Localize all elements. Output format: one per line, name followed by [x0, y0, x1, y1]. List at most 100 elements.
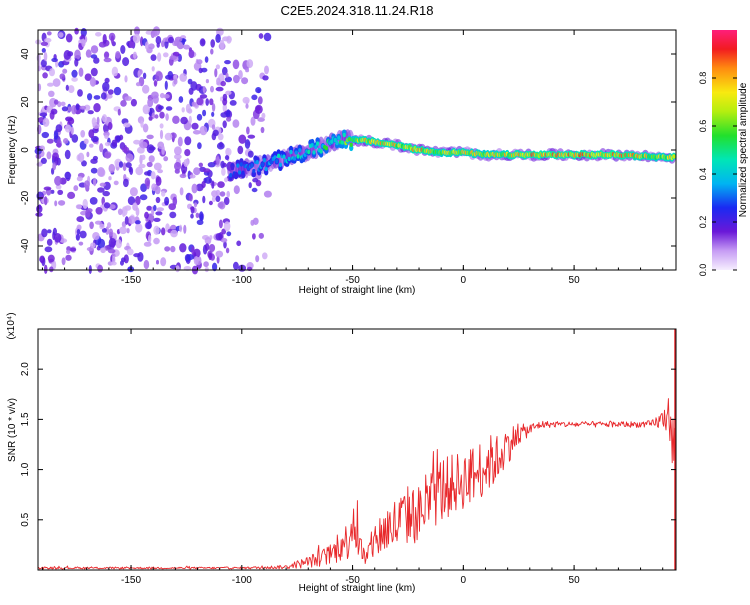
noise-blob	[217, 181, 225, 189]
noise-blob	[77, 89, 83, 97]
noise-blob	[47, 229, 52, 234]
noise-blob	[155, 71, 163, 82]
noise-blob	[76, 229, 81, 235]
noise-blob	[61, 257, 66, 266]
noise-blob	[89, 143, 94, 148]
signal-core	[229, 173, 233, 178]
signal-core	[238, 170, 242, 175]
noise-blob	[76, 224, 82, 231]
signal-core	[333, 137, 337, 143]
noise-blob	[41, 228, 48, 238]
noise-blob	[88, 129, 95, 139]
noise-blob	[164, 246, 171, 252]
noise-blob	[129, 166, 134, 175]
colorbar-ticks: 0.0 0.2 0.4 0.6 0.8	[698, 72, 737, 276]
noise-blob	[133, 253, 141, 258]
noise-blob	[71, 104, 77, 115]
colorbar-gradient	[712, 30, 737, 270]
signal-core	[261, 162, 265, 167]
noise-blob	[192, 130, 201, 135]
noise-blob	[190, 206, 195, 211]
noise-blob	[67, 106, 72, 112]
signal-outer	[276, 149, 281, 156]
noise-blob	[147, 234, 152, 244]
signal-core	[312, 150, 316, 155]
noise-blob	[83, 104, 91, 111]
spectrogram-y-ticks: -40 -20 0 20 40	[20, 48, 676, 253]
noise-blob	[54, 175, 62, 186]
noise-blob	[159, 129, 164, 140]
noise-blob	[174, 161, 182, 171]
noise-blob	[79, 230, 87, 239]
noise-blob	[41, 48, 46, 53]
noise-blob	[108, 163, 116, 173]
noise-blob	[159, 92, 165, 99]
noise-blob	[93, 57, 100, 64]
spectrogram-signal-track	[227, 129, 676, 181]
noise-blob	[117, 108, 121, 116]
noise-blob	[246, 59, 254, 69]
noise-blob	[132, 51, 137, 59]
noise-blob	[258, 232, 264, 239]
noise-blob	[232, 59, 240, 70]
signal-core	[282, 154, 286, 159]
noise-blob	[111, 66, 119, 77]
spectrogram-x-label: Height of straight line (km)	[299, 285, 416, 296]
noise-blob	[229, 100, 237, 106]
noise-blob	[37, 83, 42, 92]
noise-blob	[168, 36, 174, 44]
noise-blob	[100, 92, 107, 100]
noise-blob	[63, 50, 71, 60]
noise-blob	[125, 153, 134, 163]
noise-blob	[104, 142, 111, 147]
noise-blob	[79, 105, 87, 110]
noise-blob	[202, 109, 207, 117]
signal-core	[278, 162, 282, 167]
noise-blob	[73, 185, 79, 192]
noise-blob	[115, 51, 121, 59]
noise-blob	[175, 265, 180, 273]
noise-blob	[179, 224, 183, 233]
noise-blob	[237, 145, 244, 155]
noise-blob	[139, 141, 148, 149]
signal-core	[289, 149, 293, 155]
noise-blob	[142, 123, 149, 133]
noise-blob	[198, 162, 203, 168]
noise-blob	[210, 85, 214, 93]
snr-frame	[37, 328, 677, 571]
noise-blob	[97, 167, 105, 177]
noise-blob	[172, 51, 180, 57]
noise-blob	[125, 162, 132, 168]
noise-blob	[214, 68, 218, 78]
noise-blob	[65, 84, 69, 91]
noise-blob	[52, 162, 57, 171]
noise-blob	[245, 103, 249, 109]
noise-blob	[251, 187, 258, 193]
signal-core	[340, 140, 344, 145]
noise-blob	[92, 232, 100, 240]
noise-blob	[64, 171, 71, 180]
noise-blob	[180, 116, 188, 125]
noise-blob	[163, 156, 169, 162]
noise-blob	[153, 225, 160, 235]
noise-blob	[61, 106, 68, 112]
noise-blob	[69, 247, 77, 252]
noise-blob	[190, 213, 194, 219]
noise-blob	[211, 132, 217, 141]
colorbar-tick-label: 0.8	[698, 72, 708, 85]
noise-blob	[153, 162, 162, 171]
noise-blob	[184, 149, 191, 157]
signal-core	[349, 142, 353, 147]
figure-title: C2E5.2024.318.11.24.R18	[281, 3, 434, 18]
noise-blob	[81, 38, 86, 48]
noise-blob	[181, 107, 185, 113]
noise-blob	[250, 116, 256, 126]
noise-blob	[188, 49, 195, 59]
noise-blob	[196, 59, 203, 65]
colorbar-tick-label: 0.6	[698, 120, 708, 133]
noise-blob	[187, 254, 194, 261]
noise-blob	[183, 44, 191, 50]
noise-blob	[261, 112, 266, 119]
noise-blob	[222, 66, 228, 76]
noise-blob	[71, 76, 78, 82]
